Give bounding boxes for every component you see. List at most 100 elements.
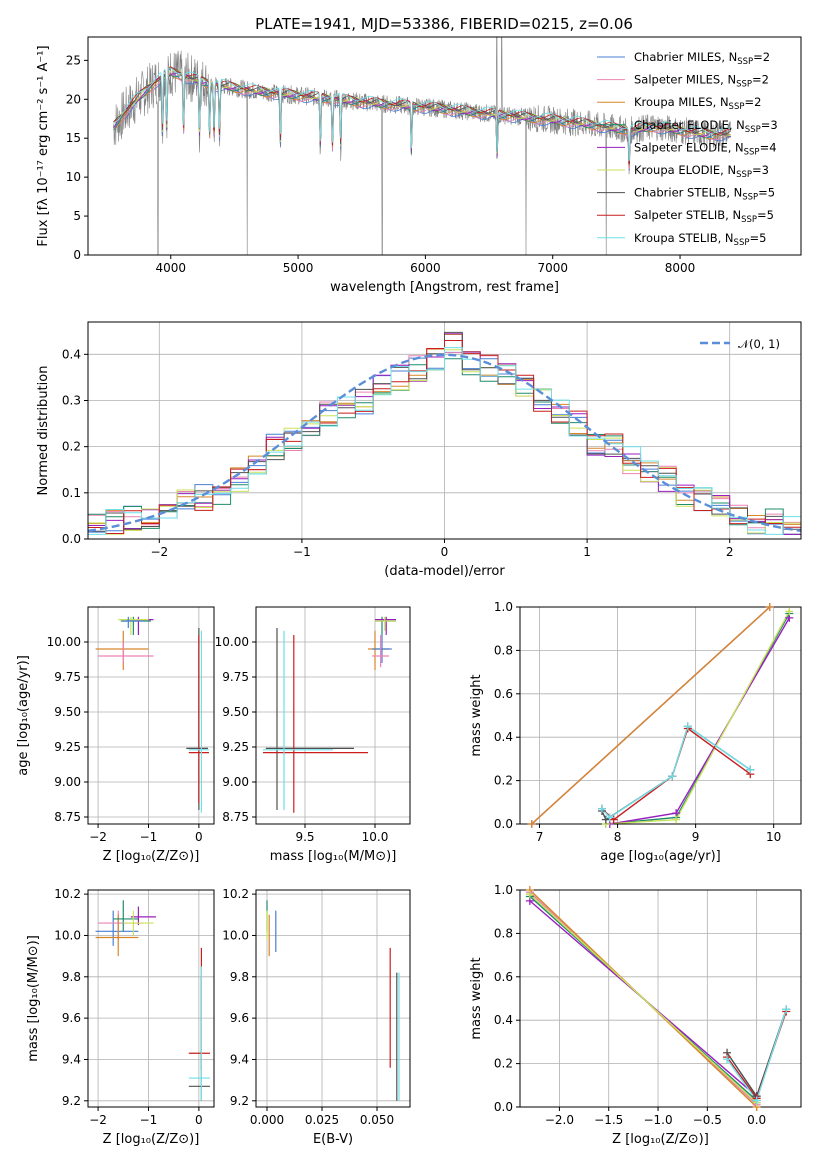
x-tick-label: 6000 [410,261,441,275]
y-tick-label: 9.6 [230,1011,249,1025]
mass-weight-marker [746,765,755,774]
y-tick-label: 9.2 [62,1094,81,1108]
y-tick-label: 0.1 [62,486,81,500]
gaussian-curve [88,353,801,533]
y-tick-label: 10 [66,170,81,184]
x-axis-label: Z [log₁₀(Z/Z⊙)] [612,1132,709,1147]
mass-weight-marker [668,772,677,781]
mass-weight-marker [723,1055,732,1064]
y-tick-label: 10.00 [215,635,249,649]
x-tick-label: 0 [195,830,203,844]
y-tick-label: 0.8 [494,926,513,940]
massweight-vs-Z-plot-area [529,890,787,1107]
mass-vs-EBV-frame [255,889,411,1108]
y-tick-label: 9.00 [222,775,249,789]
residuals-axes: −2 −1 0 1 2 0.0 0.1 0.2 0.3 0.4 (data-model)/error… [36,321,802,579]
age-vs-mass-axes: 9.5 10.0 8.75 9.00 9.25 9.50 9.75 10.00 mass [lo… [215,606,411,864]
y-tick-label: 15 [66,131,81,145]
y-axis-label: mass [log₁₀(M/M⊙)] [26,935,41,1062]
y-tick-label: 0.3 [62,393,81,407]
mass-weight-line [601,727,751,821]
x-tick-label: 10.0 [362,830,389,844]
legend-entry: Kroupa STELIB, NSSP=5 [634,231,766,248]
mass-weight-line [531,607,771,824]
x-tick-label: −1.0 [643,1113,672,1127]
y-tick-label: 9.75 [54,670,81,684]
spectrum-plot-area [113,37,731,255]
x-tick-label: 7000 [537,261,568,275]
y-tick-label: 10.00 [47,635,81,649]
y-tick-label: 0.8 [494,643,513,657]
mass-weight-line [605,613,790,824]
mass-weight-marker [605,813,614,822]
x-tick-label: −2 [150,545,168,559]
massweight-vs-age-axes: 7 8 9 10 0.0 0.2 0.4 0.6 0.8 1.0 age [log₁₀(age/yr… [469,600,802,864]
age-vs-Z-axes: −2 −1 0 8.75 9.00 9.25 9.50 9.75 10.00 Z [log₁₀(Z… [16,606,215,864]
x-tick-label: −1 [293,545,311,559]
y-axis-label: mass weight [469,957,484,1039]
massweight-vs-Z-frame [519,889,802,1108]
x-tick-label: −2.0 [545,1113,574,1127]
x-axis-label: wavelength [Angstrom, rest frame] [330,280,559,295]
x-tick-label: −1 [140,1113,158,1127]
y-tick-label: 9.75 [222,670,249,684]
mass-weight-line [529,893,758,1104]
y-tick-label: 1.0 [494,883,513,897]
mass-weight-marker [527,820,536,828]
y-tick-label: 10.0 [222,928,249,942]
x-tick-label: 0.0 [747,1113,766,1127]
age-vs-mass-plot-area [263,616,396,813]
y-tick-label: 9.2 [230,1094,249,1108]
y-axis-label: Normed distribution [36,366,51,496]
x-axis-label: Z [log₁₀(Z/Z⊙)] [103,1132,200,1147]
mass-vs-EBV-axes: 0.000 0.025 0.050 9.2 9.4 9.6 9.8 10.0 10.2 E(B-V… [222,887,411,1147]
y-tick-label: 0 [73,248,81,262]
legend-entry: Salpeter STELIB, NSSP=5 [634,208,774,225]
y-axis-label: mass weight [469,674,484,756]
mass-weight-marker [525,890,534,899]
legend-entry: Chabrier MILES, NSSP=2 [634,50,770,67]
y-tick-label: 9.8 [230,970,249,984]
x-tick-label: 8000 [665,261,696,275]
x-tick-label: 5000 [283,261,314,275]
mass-vs-Z-frame [87,889,215,1108]
legend-entry: Chabrier ELODIE, NSSP=3 [634,118,778,135]
x-axis-label: E(B-V) [313,1132,353,1147]
y-tick-label: 20 [66,92,81,106]
y-tick-label: 5 [73,209,81,223]
y-tick-label: 0.0 [494,817,513,831]
y-tick-label: 9.4 [62,1052,81,1066]
y-tick-label: 10.0 [54,928,81,942]
age-vs-Z-frame [87,606,215,825]
y-tick-label: 8.75 [54,810,81,824]
legend-entry: Salpeter MILES, NSSP=2 [634,73,769,90]
x-tick-label: 0.050 [360,1113,394,1127]
mass-vs-Z-axes: −2 −1 0 9.2 9.4 9.6 9.8 10.0 10.2 Z [log₁₀(Z/Z⊙)]… [26,887,215,1147]
y-tick-label: 0.2 [494,1057,513,1071]
legend-entry: Salpeter ELODIE, NSSP=4 [634,140,777,157]
y-tick-label: 25 [66,53,81,67]
y-tick-label: 0.2 [494,774,513,788]
x-tick-label: 10 [766,830,781,844]
x-tick-label: −2 [89,830,107,844]
y-tick-label: 10.2 [222,887,249,901]
age-vs-Z-plot-area [95,616,209,813]
legend-entry: Kroupa ELODIE, NSSP=3 [634,163,769,180]
y-tick-label: 0.6 [494,687,513,701]
y-tick-label: 0.4 [494,730,513,744]
y-tick-label: 1.0 [494,600,513,614]
y-tick-label: 0.4 [62,347,81,361]
x-tick-label: 0 [441,545,449,559]
legend-entry: Chabrier STELIB, NSSP=5 [634,186,775,203]
y-tick-label: 0.6 [494,970,513,984]
x-tick-label: −2 [89,1113,107,1127]
mass-vs-EBV-plot-area [266,900,400,1101]
mass-weight-line [609,617,790,824]
x-tick-label: 7 [536,830,544,844]
y-tick-label: 10.2 [54,887,81,901]
legend-entry: Kroupa MILES, NSSP=2 [634,95,761,112]
y-tick-label: 9.25 [54,740,81,754]
x-axis-label: Z [log₁₀(Z/Z⊙)] [103,849,200,864]
spectrum-legend: Chabrier MILES, NSSP=2 Salpeter MILES, NS… [597,50,778,248]
